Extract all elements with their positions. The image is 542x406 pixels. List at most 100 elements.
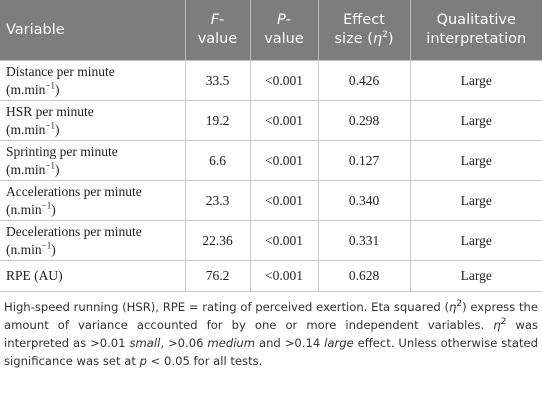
note-symbol: p [139, 354, 147, 368]
f-value: 6.6 [209, 152, 226, 168]
header-cell: F- value [184, 0, 250, 61]
f-value: 33.5 [205, 72, 230, 88]
header-text: - [219, 12, 225, 28]
f-value-cell: 22.36 [184, 220, 251, 261]
p-value-cell: <0.001 [249, 100, 319, 141]
effect-size-cell: 0.426 [317, 60, 411, 101]
note-text: was interpreted as >0.01 [4, 318, 539, 350]
header-cell: Variable [0, 0, 185, 61]
p-value: <0.001 [265, 192, 303, 208]
note-symbol: η [493, 318, 501, 332]
variable-cell: HSR per minute (m.min−1) [0, 100, 186, 141]
results-table: Variable F-value P-value Effect size (η2)… [0, 0, 542, 292]
p-value: <0.001 [265, 72, 303, 88]
interpretation-cell: Large [409, 220, 542, 261]
note-emph: large [324, 336, 354, 350]
header-symbol: η [372, 31, 383, 47]
note-text: High-speed running (HSR), RPE = rating o… [4, 300, 449, 314]
interpretation: Large [460, 232, 492, 248]
interpretation-cell: Large [409, 180, 542, 221]
unit-exp: −1 [41, 240, 52, 250]
table-row: Accelerations per minute (n.min−1) 23.3 <0.… [0, 180, 542, 221]
unit-exp: −1 [45, 80, 55, 90]
p-value: <0.001 [265, 152, 303, 168]
f-value-cell: 23.3 [184, 180, 251, 221]
note-text: ) express the amount of variance account… [4, 300, 539, 332]
effect-size: 0.628 [348, 268, 380, 283]
note-text: < 0.05 for all tests. [146, 354, 263, 368]
p-value: <0.001 [265, 112, 303, 128]
p-value-cell: <0.001 [249, 220, 319, 261]
f-value: 76.2 [205, 268, 230, 283]
header-text: Effect [343, 12, 385, 28]
header-text: ) [387, 31, 394, 47]
header-row: Variable F-value P-value Effect size (η2)… [0, 0, 542, 61]
header-symbol: F [210, 12, 220, 28]
p-value-cell: <0.001 [249, 140, 319, 181]
unit: ) [54, 121, 60, 137]
unit: (m.min [6, 121, 46, 137]
unit: ) [54, 161, 60, 177]
note-exp: 2 [500, 317, 507, 328]
p-value-cell: <0.001 [249, 180, 319, 221]
note-text: effect. Unless otherwise stated signific… [4, 336, 538, 368]
variable-name: RPE (AU) [6, 268, 63, 283]
note-emph: small [129, 336, 161, 350]
effect-size: 0.426 [348, 72, 380, 88]
interpretation: Large [460, 152, 492, 168]
effect-size: 0.127 [348, 152, 380, 168]
table-row: RPE (AU) 76.2 <0.001 0.628 Large [0, 260, 542, 292]
note-exp: 2 [456, 299, 463, 310]
header-text: - [285, 12, 291, 28]
f-value-cell: 6.6 [184, 140, 251, 181]
unit-exp: −1 [41, 200, 52, 210]
variable-name: Sprinting per minute [6, 143, 118, 159]
effect-size-cell: 0.127 [317, 140, 411, 181]
interpretation: Large [460, 192, 492, 208]
header-exp: 2 [382, 30, 388, 41]
header-text: value [197, 31, 238, 47]
note-emph: medium [207, 336, 256, 350]
unit-exp: −1 [45, 160, 55, 170]
header-cell: Effect size (η2) [317, 0, 410, 61]
unit: ) [51, 241, 56, 257]
variable-cell: Sprinting per minute (m.min−1) [0, 140, 186, 181]
f-value-cell: 76.2 [184, 260, 251, 292]
p-value: <0.001 [265, 232, 303, 248]
variable-name: Decelerations per minute [6, 223, 142, 239]
unit-exp: −1 [45, 120, 55, 130]
f-value-cell: 19.2 [184, 100, 251, 141]
interpretation: Large [460, 268, 492, 283]
unit: ) [51, 201, 56, 217]
unit: (m.min [6, 81, 46, 97]
unit: ) [54, 81, 60, 97]
header-symbol: P [277, 12, 286, 28]
f-value-cell: 33.5 [184, 60, 251, 101]
table-row: Distance per minute (m.min−1) 33.5 <0.001 0.… [0, 60, 542, 101]
header-text: Variable [6, 21, 65, 38]
header-text: interpretation [426, 31, 527, 47]
table-body: Distance per minute (m.min−1) 33.5 <0.001 0.… [0, 60, 542, 292]
interpretation: Large [460, 112, 492, 128]
variable-cell: Accelerations per minute (n.min−1) [0, 180, 186, 221]
note-text: , >0.06 [160, 336, 208, 350]
table-row: HSR per minute (m.min−1) 19.2 <0.001 0.298 La… [0, 100, 542, 141]
f-value: 19.2 [205, 112, 230, 128]
variable-name: HSR per minute [6, 103, 94, 119]
unit: (n.min [6, 241, 42, 257]
p-value-cell: <0.001 [249, 60, 319, 101]
unit: (m.min [6, 161, 46, 177]
effect-size-cell: 0.340 [317, 180, 411, 221]
header-text: size ( [334, 31, 373, 47]
variable-cell: RPE (AU) [0, 260, 186, 292]
interpretation-cell: Large [409, 140, 542, 181]
interpretation: Large [460, 72, 492, 88]
note-symbol: η [448, 300, 457, 314]
header-text: value [264, 31, 304, 47]
interpretation-cell: Large [409, 260, 542, 292]
unit: (n.min [6, 201, 42, 217]
effect-size: 0.298 [348, 112, 380, 128]
header-text: Qualitative [436, 12, 516, 28]
effect-size-cell: 0.331 [317, 220, 411, 261]
